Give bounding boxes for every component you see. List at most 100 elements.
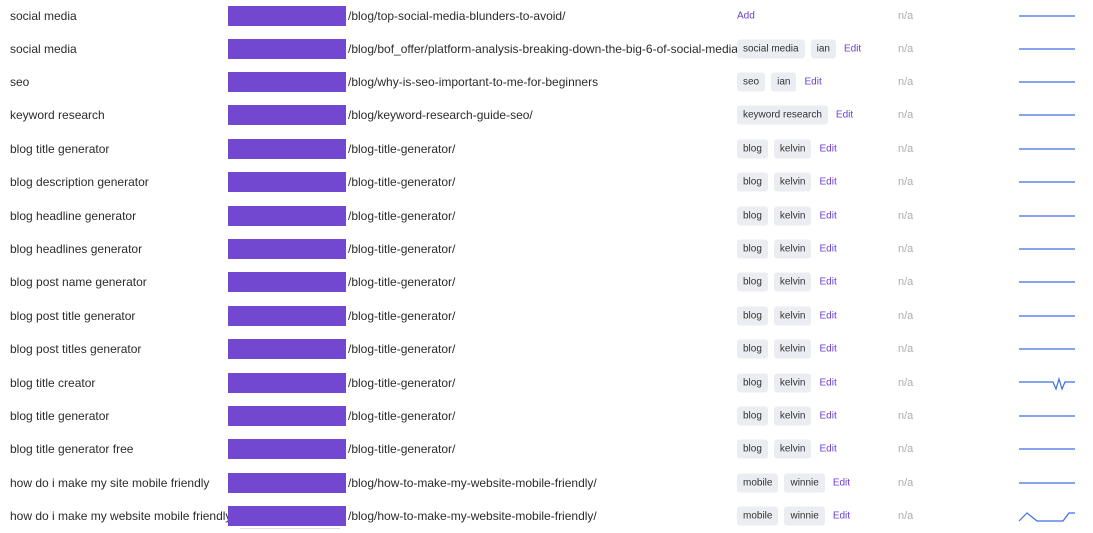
tag-group: blog kelvin Edit (737, 239, 837, 259)
keyword-cell: social media (10, 9, 77, 23)
table-row: blog post title generator/blog-title-gen… (0, 299, 1093, 332)
url-link[interactable]: /blog-title-generator/ (348, 175, 456, 190)
edit-tags-link[interactable]: Edit (843, 43, 862, 55)
tag-chip[interactable]: kelvin (773, 439, 812, 459)
keyword-cell: blog description generator (10, 175, 149, 190)
trend-sparkline (1019, 248, 1075, 250)
table-row: blog title generator free/blog-title-gen… (0, 433, 1093, 466)
edit-tags-link[interactable]: Edit (832, 510, 851, 522)
table-row: blog title generator/blog-title-generato… (0, 132, 1093, 165)
url-link[interactable]: /blog/how-to-make-my-website-mobile-frie… (348, 509, 597, 524)
keyword-cell: blog title generator (10, 408, 110, 423)
edit-tags-link[interactable]: Edit (819, 276, 837, 288)
tag-chip[interactable]: blog (737, 172, 768, 192)
tag-chip[interactable]: winnie (784, 473, 825, 493)
tag-chip[interactable]: blog (737, 239, 768, 259)
url-link[interactable]: /blog/bof_offer/platform-analysis-breaki… (348, 41, 742, 56)
trend-sparkline (1019, 181, 1075, 183)
value-cell: n/a (898, 10, 914, 22)
keyword-cell: how do i make my site mobile friendly (10, 475, 210, 490)
url-link[interactable]: /blog/how-to-make-my-website-mobile-frie… (348, 475, 597, 490)
tag-chip[interactable]: blog (737, 339, 768, 359)
tag-chip[interactable]: kelvin (773, 172, 812, 192)
tag-chip[interactable]: social media (737, 39, 805, 59)
value-cell: n/a (898, 309, 914, 322)
table-row: social media/blog/top-social-media-blund… (0, 0, 1093, 32)
sparkline-path (1018, 512, 1075, 522)
url-link[interactable]: /blog-title-generator/ (348, 375, 456, 390)
url-link[interactable]: /blog-title-generator/ (348, 242, 456, 257)
tag-chip[interactable]: blog (737, 206, 768, 226)
url-link[interactable]: /blog-title-generator/ (348, 208, 456, 223)
table-row: blog title creator/blog-title-generator/… (0, 366, 1093, 399)
url-link[interactable]: /blog/why-is-seo-important-to-me-for-beg… (348, 75, 599, 90)
tag-chip[interactable]: blog (737, 406, 768, 426)
redacted-domain (228, 405, 346, 426)
edit-tags-link[interactable]: Edit (819, 243, 837, 255)
url-link[interactable]: /blog-title-generator/ (348, 408, 456, 423)
table-row: how do i make my site mobile friendly/bl… (0, 466, 1093, 499)
tag-chip[interactable]: ian (810, 39, 836, 59)
url-link[interactable]: /blog/top-social-media-blunders-to-avoid… (348, 9, 566, 23)
edit-tags-link[interactable]: Edit (835, 109, 854, 121)
keyword-cell: social media (10, 41, 77, 56)
tag-chip[interactable]: kelvin (773, 339, 812, 359)
url-link[interactable]: /blog-title-generator/ (348, 141, 456, 156)
tag-chip[interactable]: kelvin (773, 139, 812, 159)
redacted-domain (228, 138, 346, 159)
edit-tags-link[interactable]: Edit (819, 143, 837, 155)
trend-sparkline (1019, 48, 1075, 50)
redacted-domain (228, 272, 346, 293)
tag-chip[interactable]: kelvin (773, 306, 812, 326)
tag-group: blog kelvin Edit (737, 406, 837, 426)
edit-tags-link[interactable]: Edit (819, 310, 837, 322)
tag-group: social media ian Edit (737, 39, 862, 59)
trend-sparkline (1019, 148, 1075, 150)
redacted-domain (228, 239, 346, 260)
edit-tags-link[interactable]: Edit (819, 176, 837, 188)
edit-tags-link[interactable]: Edit (819, 410, 837, 422)
keyword-cell: blog title generator free (10, 442, 134, 457)
edit-tags-link[interactable]: Edit (832, 477, 851, 489)
tag-chip[interactable]: kelvin (773, 239, 812, 259)
edit-tags-link[interactable]: Edit (819, 443, 837, 455)
url-link[interactable]: /blog-title-generator/ (348, 442, 456, 457)
tag-chip[interactable]: kelvin (773, 272, 812, 292)
redacted-domain (228, 339, 346, 360)
tag-chip[interactable]: mobile (737, 506, 779, 526)
tag-chip[interactable]: blog (737, 139, 768, 159)
keyword-cell: keyword research (10, 108, 105, 123)
edit-tags-link[interactable]: Edit (804, 76, 822, 88)
tag-chip[interactable]: kelvin (773, 406, 812, 426)
tag-chip[interactable]: ian (771, 72, 797, 92)
tag-chip[interactable]: seo (737, 72, 766, 92)
tag-chip[interactable]: mobile (737, 473, 779, 493)
redacted-domain (228, 472, 346, 493)
url-link[interactable]: /blog-title-generator/ (348, 275, 456, 290)
tag-chip[interactable]: kelvin (773, 373, 812, 393)
url-link[interactable]: /blog-title-generator/ (348, 308, 456, 323)
tag-chip[interactable]: blog (737, 439, 768, 459)
url-link[interactable]: /blog-title-generator/ (348, 342, 456, 357)
keyword-cell: blog title creator (10, 375, 96, 390)
tag-chip[interactable]: keyword research (737, 105, 828, 125)
value-cell: n/a (898, 476, 914, 489)
value-cell: n/a (898, 510, 914, 523)
edit-tags-link[interactable]: Edit (819, 343, 837, 355)
url-link[interactable]: /blog/keyword-research-guide-seo/ (348, 108, 533, 123)
add-tag-link[interactable]: Add (737, 10, 755, 22)
keyword-cell: blog post title generator (10, 308, 136, 323)
tag-group: blog kelvin Edit (737, 206, 837, 226)
edit-tags-link[interactable]: Edit (819, 210, 837, 222)
value-cell: n/a (898, 209, 914, 222)
tag-chip[interactable]: blog (737, 272, 768, 292)
keyword-cell: blog post titles generator (10, 342, 142, 357)
keyword-cell: blog title generator (10, 141, 110, 156)
tag-chip[interactable]: winnie (784, 506, 825, 526)
edit-tags-link[interactable]: Edit (819, 377, 837, 389)
tag-chip[interactable]: kelvin (773, 206, 812, 226)
trend-sparkline (1019, 15, 1075, 17)
keyword-cell: seo (10, 75, 30, 90)
tag-chip[interactable]: blog (737, 373, 768, 393)
tag-chip[interactable]: blog (737, 306, 768, 326)
